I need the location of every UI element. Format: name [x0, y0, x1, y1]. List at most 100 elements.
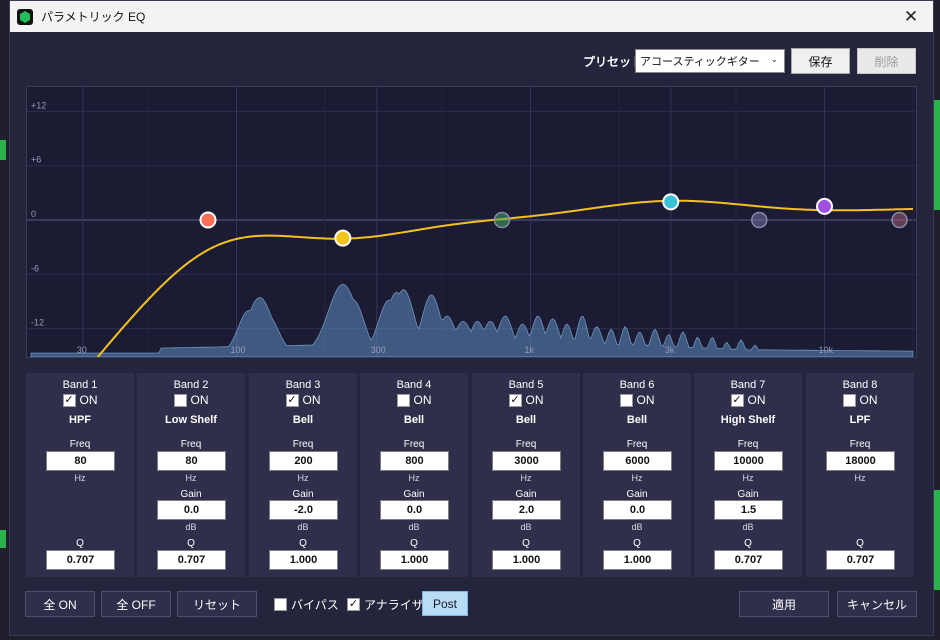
analyzer-toggle[interactable]: ✓ アナライザ: [347, 596, 424, 613]
gain-input[interactable]: 0.0: [603, 500, 672, 520]
gain-input[interactable]: 0.0: [380, 500, 449, 520]
band-on-label: ON: [747, 393, 766, 407]
freq-input[interactable]: 18000: [826, 451, 895, 471]
q-input[interactable]: 1.000: [603, 550, 672, 570]
freq-input[interactable]: 80: [46, 451, 115, 471]
analyzer-label: アナライザ: [364, 598, 424, 612]
band-on-toggle[interactable]: ✓ ON: [26, 393, 134, 407]
gain-input[interactable]: -2.0: [269, 500, 338, 520]
band-panel-3: Band 3 ✓ ON Bell Freq 200 Hz Gain -2.0 dB Q 1.000: [249, 373, 357, 577]
band-panel-6: Band 6 ON Bell Freq 6000 Hz Gain 0.0 dB Q 1.000: [583, 373, 691, 577]
freq-unit: Hz: [631, 473, 643, 483]
cancel-label: キャンセル: [846, 597, 907, 612]
freq-label: Freq: [849, 439, 871, 450]
title-bar: パラメトリック EQ ✕: [10, 1, 933, 32]
q-input[interactable]: 1.000: [380, 550, 449, 570]
freq-tick-label: 1k: [524, 345, 534, 355]
band-on-checkbox[interactable]: [173, 393, 187, 407]
band-panel-1: Band 1 ✓ ON HPF Freq 80 Hz Q 0.707: [26, 373, 134, 577]
freq-unit: Hz: [854, 473, 866, 483]
eq-graph[interactable]: +12 +6 0 -6 -12 30 100 300 1k 3k 10k: [26, 86, 917, 358]
q-label: Q: [187, 538, 195, 549]
band-on-checkbox[interactable]: ✓: [285, 393, 299, 407]
band-on-checkbox[interactable]: [619, 393, 633, 407]
band-on-toggle[interactable]: ON: [806, 393, 914, 407]
db-tick-label: -6: [31, 263, 39, 273]
band-title: Band 4: [396, 379, 432, 391]
band-on-toggle[interactable]: ON: [360, 393, 468, 407]
gain-input[interactable]: 2.0: [492, 500, 561, 520]
freq-label: Freq: [626, 439, 648, 450]
check-icon: ✓: [732, 393, 742, 406]
freq-tick-label: 3k: [665, 345, 675, 355]
q-input[interactable]: 0.707: [714, 550, 783, 570]
band-on-checkbox[interactable]: [842, 393, 856, 407]
band-on-toggle[interactable]: ON: [137, 393, 245, 407]
q-input[interactable]: 1.000: [269, 550, 338, 570]
band-5-node[interactable]: [751, 211, 768, 229]
band-6-node[interactable]: [815, 197, 833, 215]
close-icon: ✕: [903, 6, 919, 26]
band-3-node[interactable]: [493, 211, 511, 229]
freq-label: Freq: [515, 439, 537, 450]
db-tick-label: 0: [31, 209, 36, 219]
freq-input[interactable]: 10000: [714, 451, 783, 471]
all-off-button[interactable]: 全 OFF: [101, 591, 171, 617]
band-panel-2: Band 2 ON Low Shelf Freq 80 Hz Gain 0.0 dB Q 0.707: [137, 373, 245, 577]
gain-label: Gain: [292, 489, 314, 500]
q-input[interactable]: 0.707: [46, 550, 115, 570]
eq-graph-canvas: +12 +6 0 -6 -12 30 100 300 1k 3k 10k: [27, 87, 916, 357]
band-on-checkbox[interactable]: [396, 393, 410, 407]
band-7-node[interactable]: [891, 211, 908, 229]
band-1-node[interactable]: [199, 211, 217, 229]
q-input[interactable]: 1.000: [492, 550, 561, 570]
cancel-button[interactable]: キャンセル: [837, 591, 917, 617]
apply-button[interactable]: 適用: [739, 591, 829, 617]
band-on-toggle[interactable]: ✓ ON: [249, 393, 357, 407]
check-icon: ✓: [287, 393, 297, 406]
freq-unit: Hz: [74, 473, 86, 483]
close-button[interactable]: ✕: [891, 1, 931, 32]
reset-button[interactable]: リセット: [177, 591, 257, 617]
band-filter-type: HPF: [69, 414, 91, 426]
band-2-node[interactable]: [334, 229, 352, 247]
q-input[interactable]: 0.707: [157, 550, 226, 570]
freq-input[interactable]: 3000: [492, 451, 561, 471]
bypass-checkbox[interactable]: [274, 598, 287, 611]
gain-input[interactable]: 1.5: [714, 500, 783, 520]
q-label: Q: [522, 538, 530, 549]
bypass-toggle[interactable]: バイパス: [274, 596, 339, 613]
background-waveform-right-top: [934, 100, 940, 210]
band-on-label: ON: [413, 393, 432, 407]
band-on-checkbox[interactable]: ✓: [508, 393, 522, 407]
band-on-toggle[interactable]: ON: [583, 393, 691, 407]
q-input[interactable]: 0.707: [826, 550, 895, 570]
freq-input[interactable]: 80: [157, 451, 226, 471]
band-on-checkbox[interactable]: ✓: [730, 393, 744, 407]
band-4-node[interactable]: [662, 193, 680, 211]
band-on-toggle[interactable]: ✓ ON: [694, 393, 802, 407]
analyzer-post-button[interactable]: Post: [422, 591, 468, 616]
band-on-label: ON: [302, 393, 321, 407]
freq-unit: Hz: [520, 473, 532, 483]
delete-preset-button[interactable]: 削除: [857, 48, 916, 74]
band-filter-type: Bell: [515, 414, 537, 426]
q-label: Q: [633, 538, 641, 549]
freq-input[interactable]: 200: [269, 451, 338, 471]
gain-input[interactable]: 0.0: [157, 500, 226, 520]
analyzer-checkbox[interactable]: ✓: [347, 598, 360, 611]
freq-input[interactable]: 6000: [603, 451, 672, 471]
freq-label: Freq: [737, 439, 759, 450]
preset-dropdown[interactable]: アコースティックギター ⌄: [635, 49, 785, 73]
save-preset-button[interactable]: 保存: [791, 48, 850, 74]
bypass-label: バイパス: [291, 598, 339, 612]
freq-input[interactable]: 800: [380, 451, 449, 471]
gain-unit: dB: [520, 522, 532, 532]
q-label: Q: [744, 538, 752, 549]
reset-label: リセット: [192, 597, 241, 612]
band-on-checkbox[interactable]: ✓: [62, 393, 76, 407]
band-title: Band 1: [62, 379, 98, 391]
band-on-toggle[interactable]: ✓ ON: [472, 393, 580, 407]
all-on-button[interactable]: 全 ON: [25, 591, 95, 617]
gain-unit: dB: [408, 522, 420, 532]
